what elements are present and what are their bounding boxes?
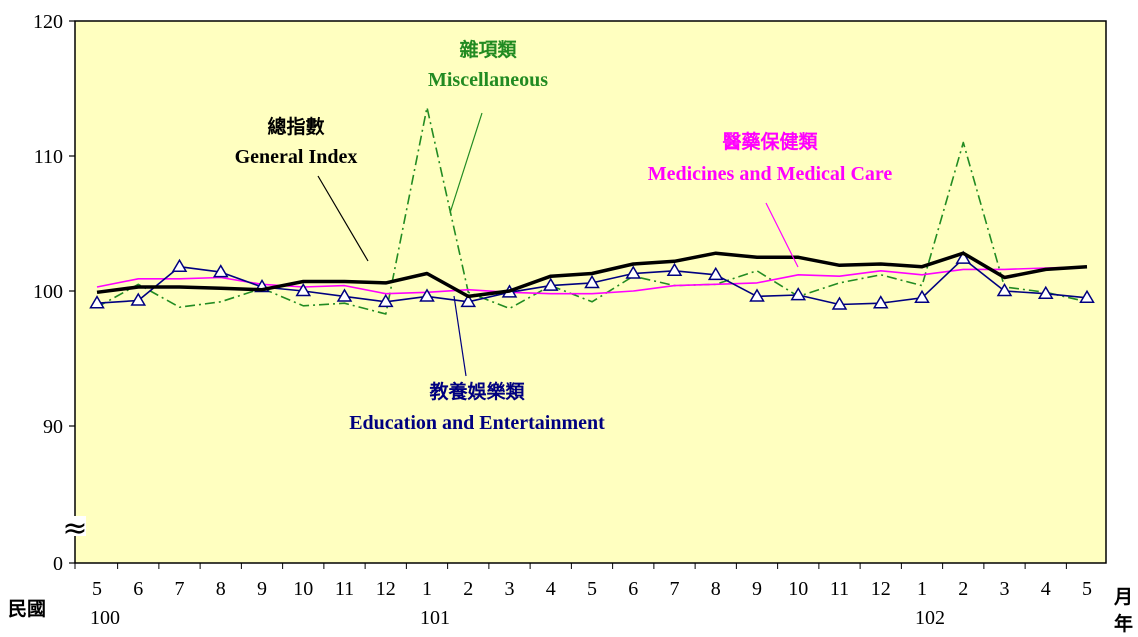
x-month-label: 3 xyxy=(1000,578,1010,600)
x-year-label: 102 xyxy=(915,607,945,629)
axis-break-symbol: ≈ xyxy=(62,511,87,546)
x-month-label: 7 xyxy=(670,578,680,600)
data-point-education xyxy=(419,288,435,302)
series-label-en-general: General Index xyxy=(235,146,358,168)
series-line-general xyxy=(96,251,1088,299)
x-month-label: 4 xyxy=(1041,578,1051,600)
data-point-education xyxy=(336,288,353,302)
data-point-education xyxy=(542,277,559,291)
series-label-zh-education: 教養娛樂類 xyxy=(429,380,525,403)
x-axis-suffix-month: 月 xyxy=(1113,586,1133,608)
series-layer xyxy=(89,106,1095,315)
x-month-label: 6 xyxy=(133,578,143,600)
series-label-zh-medicines: 醫藥保健類 xyxy=(722,130,818,153)
x-month-label: 8 xyxy=(216,578,226,600)
axis-break-mask xyxy=(64,516,86,536)
data-point-education xyxy=(790,287,807,301)
x-month-label: 1 xyxy=(917,578,927,600)
x-axis-prefix: 民國 xyxy=(8,598,46,620)
data-point-education xyxy=(749,288,765,302)
data-point-education xyxy=(666,262,683,277)
data-point-education xyxy=(584,274,600,289)
x-month-label: 11 xyxy=(830,578,849,600)
series-label-zh-general: 總指數 xyxy=(267,115,324,138)
data-point-education xyxy=(171,258,188,272)
x-month-label: 12 xyxy=(871,578,891,600)
data-point-education xyxy=(460,293,477,308)
y-tick-label: 100 xyxy=(33,281,63,303)
x-month-label: 4 xyxy=(546,578,556,600)
series-label-en-miscellaneous: Miscellaneous xyxy=(428,69,548,91)
y-tick-label: 90 xyxy=(43,416,63,438)
leader-line-education xyxy=(453,295,467,377)
axis-break: ≈ xyxy=(62,511,87,546)
data-point-education xyxy=(914,289,930,304)
data-point-education xyxy=(831,296,848,310)
data-point-education xyxy=(89,295,105,309)
x-month-label: 10 xyxy=(788,578,808,600)
data-point-education xyxy=(625,265,642,279)
x-month-label: 6 xyxy=(628,578,638,600)
x-month-label: 5 xyxy=(92,578,102,600)
data-point-education xyxy=(130,292,147,306)
x-month-label: 3 xyxy=(505,578,515,600)
y-tick-label: 120 xyxy=(33,11,63,33)
data-point-education xyxy=(955,250,972,264)
x-month-label: 9 xyxy=(257,578,267,600)
data-point-education xyxy=(212,264,229,278)
series-label-en-medicines: Medicines and Medical Care xyxy=(648,163,893,185)
x-month-label: 7 xyxy=(175,578,185,600)
data-point-education xyxy=(295,283,312,297)
x-month-label: 9 xyxy=(752,578,762,600)
data-point-education xyxy=(707,266,724,281)
data-point-education xyxy=(996,283,1013,297)
y-tick-label: 110 xyxy=(34,146,63,168)
x-month-label: 12 xyxy=(376,578,396,600)
annotations: 總指數 General Index 雜項類 Miscellaneous 醫藥保健類 Med… xyxy=(235,38,893,434)
x-year-label: 101 xyxy=(420,607,450,629)
x-month-label: 11 xyxy=(335,578,354,600)
x-month-label: 1 xyxy=(422,578,432,600)
series-line-miscellaneous xyxy=(96,106,1088,315)
x-month-label: 5 xyxy=(587,578,597,600)
y-tick-label: 0 xyxy=(53,553,63,575)
leader-line-medicines xyxy=(765,202,799,268)
x-month-label: 5 xyxy=(1082,578,1092,600)
leader-line-miscellaneous xyxy=(449,112,483,214)
x-month-label: 2 xyxy=(958,578,968,600)
data-point-education xyxy=(1037,285,1054,299)
series-label-en-education: Education and Entertainment xyxy=(349,412,605,434)
data-point-education xyxy=(377,293,394,308)
x-year-label: 100 xyxy=(90,607,120,629)
x-month-label: 8 xyxy=(711,578,721,600)
series-label-zh-miscellaneous: 雜項類 xyxy=(459,38,517,61)
x-axis-suffix-year: 年 xyxy=(1114,612,1133,635)
data-point-education xyxy=(872,295,889,309)
x-month-label: 10 xyxy=(293,578,313,600)
leader-line-general xyxy=(317,175,369,262)
plot-area xyxy=(74,20,1107,564)
y-axis: 0 90 100 110 120 xyxy=(33,11,75,575)
data-point-education xyxy=(1079,289,1095,304)
x-month-label: 2 xyxy=(463,578,473,600)
